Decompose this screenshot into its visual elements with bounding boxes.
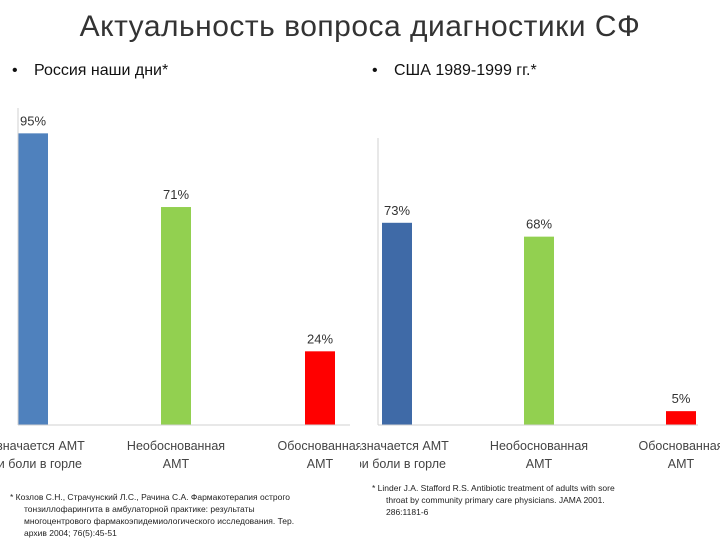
page-title: Актуальность вопроса диагностики СФ <box>79 10 641 43</box>
data-label: 95% <box>20 113 46 128</box>
tick-label: АМТ <box>526 457 553 471</box>
right-chart: 73% Назначается АМТ при боли в горле 68% Нео… <box>360 95 720 480</box>
footnote-line: архив 2004; 76(5):45-51 <box>24 528 117 538</box>
data-label: 24% <box>307 331 333 346</box>
data-label: 73% <box>384 203 410 218</box>
tick-label: при боли в горле <box>360 457 446 471</box>
bar <box>382 222 412 425</box>
footnote-line: 286:1181-6 <box>386 507 429 517</box>
footnote-line: * Козлов С.Н., Страчунский Л.С., Рачина … <box>10 492 290 502</box>
tick-label: Назначается АМТ <box>360 439 449 453</box>
footnote-line: многоцентрового фармакоэпидемиологическо… <box>24 516 295 526</box>
tick-label: Необоснованная <box>127 439 225 453</box>
tick-label: Необоснованная <box>490 439 588 453</box>
tick-label: АМТ <box>668 457 695 471</box>
footnote-line: тонзиллофарингита в амбулаторной практик… <box>24 504 255 514</box>
bullet-marker: • <box>372 62 378 79</box>
right-section-heading: • США 1989-1999 гг.* <box>372 62 537 80</box>
bullet-marker: • <box>12 62 18 79</box>
tick-label: АМТ <box>307 457 334 471</box>
tick-label: Обоснованная <box>278 439 360 453</box>
left-chart-svg: 95% Назначается АМТ при боли в горле 71% Нео… <box>0 108 360 471</box>
left-chart: 95% Назначается АМТ при боли в горле 71% Нео… <box>0 95 360 480</box>
tick-label: Обоснованная <box>639 439 720 453</box>
data-label: 71% <box>163 187 189 202</box>
bar <box>161 207 191 425</box>
right-bullet-text: США 1989-1999 гг.* <box>394 62 537 79</box>
bar <box>524 236 554 425</box>
footnote-line: throat by community primary care physici… <box>386 495 605 505</box>
left-footnote: * Козлов С.Н., Страчунский Л.С., Рачина … <box>10 491 350 539</box>
right-footnote: * Linder J.A. Stafford R.S. Antibiotic t… <box>372 482 702 518</box>
right-chart-svg: 73% Назначается АМТ при боли в горле 68% Нео… <box>360 138 720 471</box>
data-label: 5% <box>672 391 691 406</box>
left-section-heading: • Россия наши дни* <box>12 62 168 80</box>
data-label: 68% <box>526 217 552 232</box>
bar <box>666 411 696 425</box>
tick-label: при боли в горле <box>0 457 82 471</box>
tick-label: Назначается АМТ <box>0 439 85 453</box>
bar <box>305 351 335 425</box>
bar <box>18 133 48 425</box>
tick-label: АМТ <box>163 457 190 471</box>
left-bullet-text: Россия наши дни* <box>34 62 169 79</box>
footnote-line: * Linder J.A. Stafford R.S. Antibiotic t… <box>372 483 615 493</box>
